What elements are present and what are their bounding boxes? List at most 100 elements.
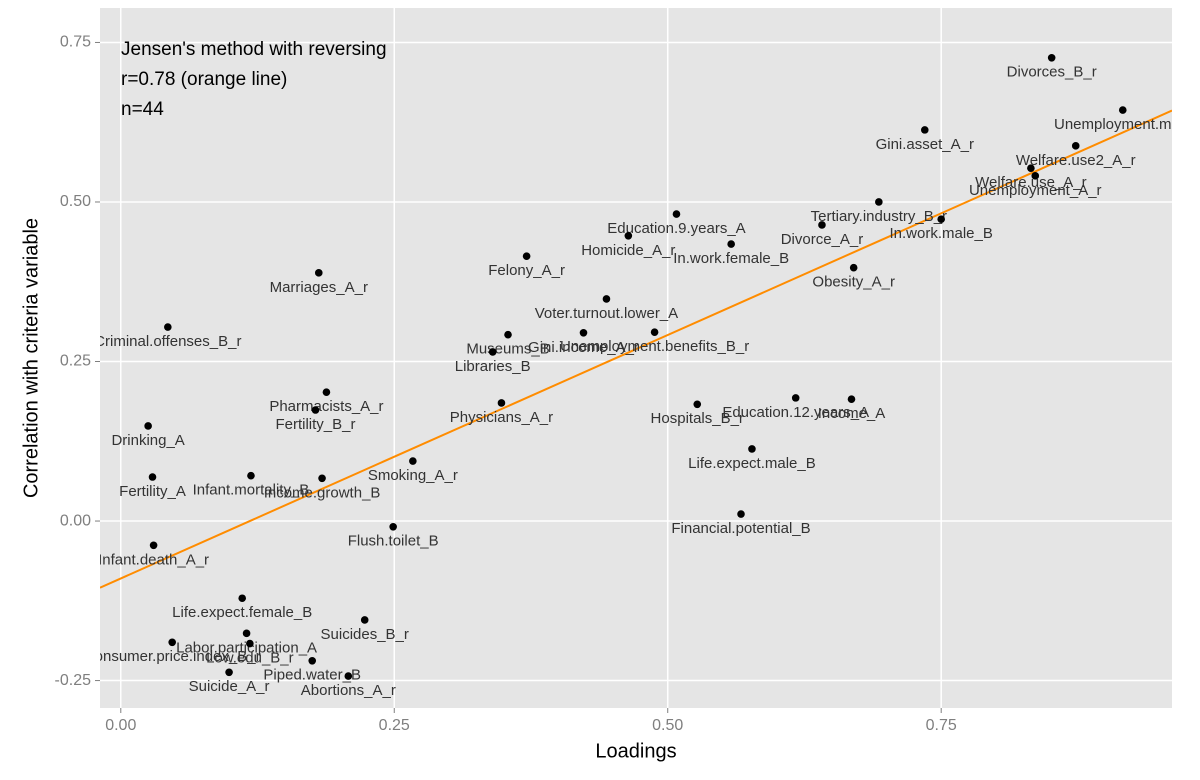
- point: [791, 394, 800, 402]
- point: [344, 672, 353, 680]
- point: [322, 388, 331, 396]
- point: [148, 473, 157, 481]
- point: [314, 269, 323, 277]
- point-label: Museums_B: [466, 341, 549, 358]
- point-label: Unemployment_A_r: [969, 182, 1102, 199]
- point-label: Gini.asset_A_r: [876, 136, 974, 153]
- point-label: Infant.death_A_r: [98, 551, 209, 568]
- point-label: Fertility_B_r: [275, 416, 355, 433]
- point-label: Life.expect.female_B: [172, 604, 312, 621]
- annotation: n=44: [121, 99, 164, 120]
- point-label: Drinking_A: [111, 432, 184, 449]
- y-tick-label: 0.75: [60, 34, 91, 51]
- grid: [100, 8, 1172, 708]
- x-tick-label: 0.00: [105, 717, 136, 734]
- point: [818, 221, 826, 229]
- y-tick-label: 0.25: [60, 353, 91, 370]
- point: [522, 252, 531, 261]
- point: [225, 668, 233, 677]
- point: [311, 406, 320, 414]
- point-label: Suicides_B_r: [321, 626, 409, 643]
- plot-area: Divorces_B_r Unemployment.male Gini.asset_…: [84, 53, 1172, 699]
- point-label: Pharmacists_A_r: [269, 398, 383, 415]
- point: [308, 656, 317, 665]
- point: [238, 594, 247, 603]
- point-label: Marriages_A_r: [270, 279, 368, 296]
- annotation: Jensen's method with reversing: [121, 39, 387, 60]
- point-label: Libraries_B: [455, 358, 531, 375]
- x-tick-label: 0.50: [652, 717, 683, 734]
- point-label: Piped.water_B: [263, 667, 361, 684]
- point-label: Felony_A_r: [488, 262, 565, 279]
- point-label: In.work.male_B: [890, 225, 993, 242]
- point: [504, 330, 512, 339]
- point: [624, 232, 633, 240]
- point-label: Smoking_A_r: [368, 467, 458, 484]
- point-label: Gini.income_A_r: [528, 339, 639, 356]
- point: [149, 541, 158, 550]
- point: [168, 638, 176, 647]
- point-label: Unemployment.benefits_B_r: [560, 338, 749, 355]
- point: [242, 629, 251, 638]
- point: [875, 198, 883, 206]
- axes: 0.00 0.25 0.50 0.75 -0.25 0.00 0.25 0.50 0.75: [55, 34, 957, 735]
- point-label: Criminal.offenses_B_r: [94, 333, 241, 350]
- point-label: Divorce_A_r: [781, 231, 864, 248]
- point: [389, 522, 397, 531]
- point-label: Consumer.price.index_B_r: [84, 648, 261, 665]
- point: [164, 323, 172, 331]
- point: [360, 616, 369, 624]
- point-label: Voter.turnout.lower_A: [535, 305, 678, 322]
- point-label: Education.12.years_A: [722, 404, 869, 421]
- point-label: Income.growth_B: [264, 484, 381, 501]
- panel: [100, 8, 1172, 708]
- point: [737, 510, 745, 518]
- point: [1031, 172, 1040, 180]
- point-label: Financial.potential_B: [671, 520, 810, 537]
- point-label: Hospitals_B_r: [651, 410, 744, 427]
- point-label: Infant.mortality_B: [193, 482, 310, 499]
- point-label: Life.expect.male_B: [688, 455, 816, 472]
- point: [727, 240, 735, 248]
- point-label: Tertiary.industry_B_r: [811, 208, 947, 225]
- y-tick-label: -0.25: [55, 672, 92, 689]
- point: [488, 348, 497, 356]
- point-label: Welfare.use2_A_r: [1016, 152, 1136, 169]
- point-label: Labor.participation_A: [176, 639, 317, 656]
- x-tick-label: 0.25: [379, 717, 410, 734]
- point-label: Obesity_A_r: [812, 274, 895, 291]
- point: [602, 295, 611, 303]
- y-tick-label: 0.00: [60, 512, 91, 529]
- point-label: Divorces_B_r: [1007, 64, 1097, 81]
- annotation: r=0.78 (orange line): [121, 69, 287, 90]
- point: [672, 210, 681, 218]
- point-label: Suicide_A_r: [189, 678, 270, 695]
- point: [246, 639, 254, 648]
- point: [920, 126, 929, 134]
- point-label: Homicide_A_r: [581, 242, 675, 259]
- point: [693, 400, 702, 409]
- point: [579, 328, 588, 337]
- x-axis-title: Loadings: [595, 740, 676, 762]
- point: [247, 471, 255, 480]
- point: [849, 263, 858, 272]
- point-label: Physicians_A_r: [450, 409, 553, 426]
- point-label: In.work.female_B: [673, 250, 789, 267]
- point: [937, 215, 945, 224]
- point: [1047, 53, 1056, 62]
- point: [1027, 164, 1035, 172]
- y-tick-label: 0.50: [60, 193, 91, 210]
- point-label: Abortions_A_r: [301, 682, 396, 699]
- point: [748, 445, 756, 453]
- point-label: Income_A: [818, 405, 886, 422]
- point: [144, 422, 152, 430]
- point-label: Education.9.years_A: [607, 220, 745, 237]
- point-label: Welfare.use_A_r: [975, 174, 1086, 191]
- point: [409, 457, 417, 465]
- point: [497, 399, 506, 407]
- trend-line: [100, 109, 1172, 589]
- y-axis-title: Correlation with criteria variable: [20, 218, 42, 498]
- x-tick-label: 0.75: [926, 717, 957, 734]
